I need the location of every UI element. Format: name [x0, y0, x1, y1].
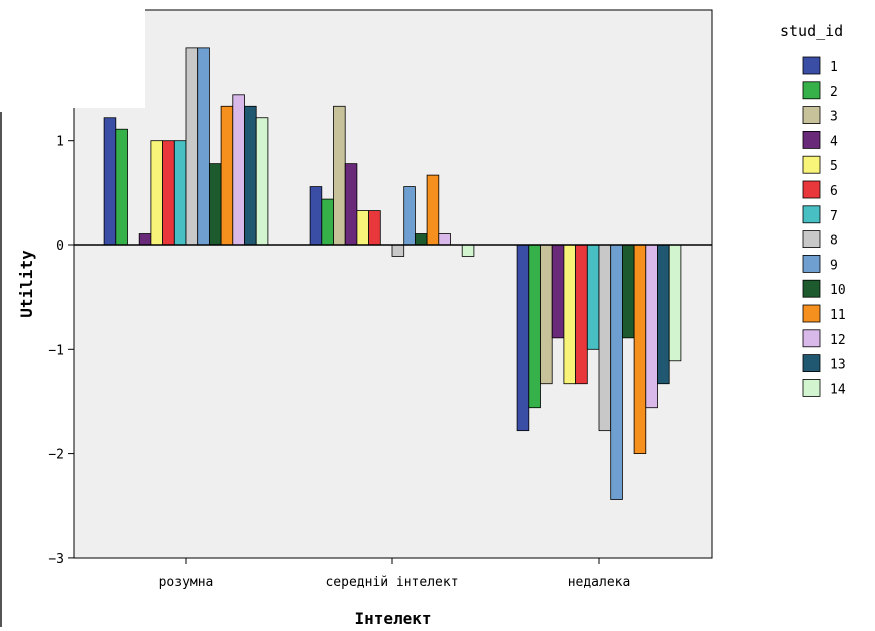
legend-label: 2: [830, 85, 838, 100]
bar-10-3: [622, 244, 635, 339]
bar-4-3: [551, 244, 565, 339]
legend-swatch: [802, 378, 821, 397]
bar-12-3: [645, 244, 658, 409]
legend-swatch: [802, 329, 821, 348]
bar-14-1: [255, 117, 269, 246]
x-axis: розумна середній інтелект недалека: [159, 558, 631, 590]
legend-label: 8: [830, 234, 838, 249]
x-tick-label: середній інтелект: [325, 575, 458, 590]
bar-5-1: [150, 140, 163, 246]
bar-2-1: [115, 128, 128, 246]
bar-4-1: [138, 233, 152, 246]
legend-label: 11: [830, 308, 846, 323]
bar-1-1: [103, 117, 117, 246]
bar-2-2: [321, 198, 334, 246]
legend-label: 6: [830, 184, 838, 199]
legend-label: 13: [830, 358, 846, 373]
bar-12-2: [438, 233, 451, 246]
bars-layer: [103, 47, 682, 500]
x-tick-label: розумна: [159, 575, 214, 590]
legend-swatch: [802, 354, 821, 373]
bar-12-1: [232, 94, 245, 246]
bar-14-2: [461, 244, 475, 257]
legend-swatch: [802, 254, 821, 273]
legend-label: 4: [830, 134, 838, 149]
y-tick-label: 1: [56, 135, 64, 150]
legend-swatch: [802, 56, 821, 75]
y-tick-label: 0: [56, 239, 64, 254]
legend-swatch: [802, 304, 821, 323]
y-axis-title: Utility: [17, 250, 36, 318]
bar-6-3: [575, 244, 588, 385]
legend-label: 5: [830, 159, 838, 174]
bar-10-1: [208, 163, 222, 246]
legend-title: stud_id: [780, 22, 843, 40]
legend-label: 10: [830, 283, 846, 298]
legend-swatch: [802, 130, 821, 149]
legend-swatch: [802, 205, 821, 224]
bar-8-1: [185, 47, 199, 246]
bar-11-1: [220, 105, 234, 246]
bar-10-2: [414, 233, 428, 246]
legend-swatch: [802, 180, 821, 199]
bar-7-3: [586, 244, 600, 350]
bar-11-2: [426, 174, 440, 246]
plot-top-left-mask: [0, 0, 145, 108]
legend-swatch: [802, 230, 821, 249]
bar-5-2: [356, 210, 369, 246]
bar-9-1: [197, 47, 210, 246]
bar-11-3: [633, 244, 647, 455]
legend-swatch: [802, 155, 821, 174]
legend-label: 1: [830, 60, 838, 75]
bar-13-3: [657, 244, 670, 385]
legend-label: 14: [830, 382, 846, 397]
legend-label: 3: [830, 110, 838, 125]
x-tick-label: недалека: [568, 575, 631, 590]
y-tick-label: −1: [48, 343, 64, 358]
bar-8-3: [598, 244, 612, 432]
bar-6-1: [162, 140, 175, 246]
bar-6-2: [368, 210, 381, 246]
legend-label: 9: [830, 258, 838, 273]
bar-1-2: [309, 186, 323, 246]
bar-1-3: [516, 244, 530, 432]
bar-7-1: [173, 140, 187, 246]
legend-swatch: [802, 106, 821, 124]
bar-2-3: [528, 244, 541, 409]
bar-8-2: [391, 244, 405, 257]
bar-14-3: [668, 244, 682, 362]
legend-label: 12: [830, 333, 846, 348]
y-tick-label: −2: [48, 448, 64, 463]
bar-13-1: [244, 105, 257, 246]
bar-3-2: [333, 105, 346, 246]
bar-4-2: [344, 163, 358, 246]
bar-3-3: [540, 244, 553, 385]
y-axis: 1 0 −1 −2 −3: [48, 135, 74, 567]
y-tick-label: −3: [48, 552, 64, 567]
legend-swatch: [802, 279, 821, 298]
bar-9-3: [610, 244, 623, 500]
legend-swatch: [802, 81, 821, 100]
bar-9-2: [403, 186, 416, 246]
legend-label: 7: [830, 209, 838, 224]
left-edge-divider: [0, 112, 2, 627]
x-axis-title: Інтелект: [354, 609, 431, 627]
bar-5-3: [563, 244, 577, 385]
